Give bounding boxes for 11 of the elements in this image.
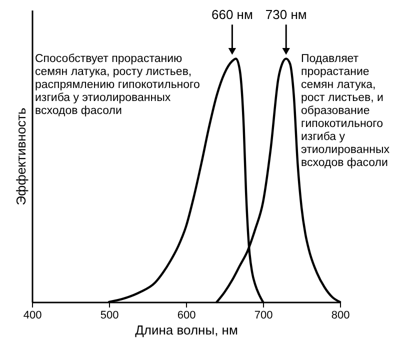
y-axis-title: Эффективность [14,107,28,206]
annotation: Способствует прорастанию семян латука, росту листьев, распрямлению гипокотильного изгиба у этиолированных всходов фасоли [35,53,200,117]
x-tick-label: 800 [331,310,350,322]
x-axis-title: Длина волны, нм [135,322,238,338]
text: Подавляет прорастание семян латука, рост листьев, и образование гипокотильного изгиба у этиолированных всходов фасоли [301,53,390,169]
x-tick-label: 500 [100,310,119,322]
x-tick-label: 600 [177,310,196,322]
x-tick-label: 700 [254,310,273,322]
annotation: 730 нм [265,7,307,22]
annotation: 660 нм [211,7,253,22]
x-tick-label: 400 [23,310,42,322]
